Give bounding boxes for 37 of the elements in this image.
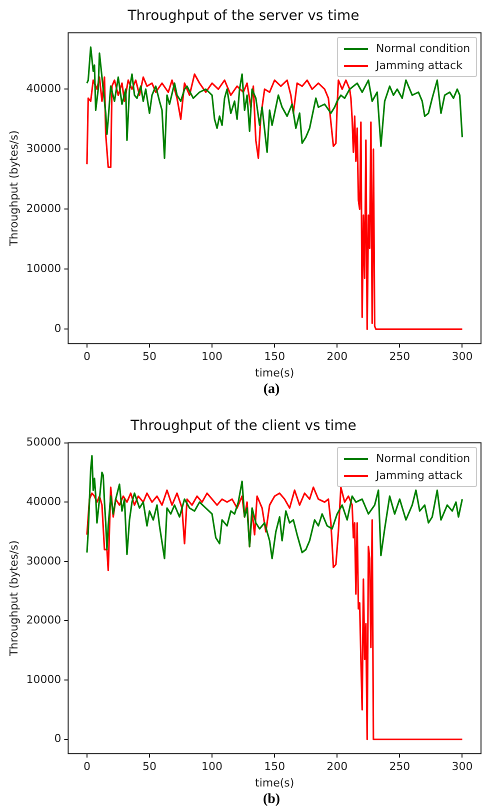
x-axis-title: time(s) [255,776,294,790]
x-tick-label: 300 [452,760,473,774]
x-tick-label: 100 [202,350,223,364]
y-tick-label: 20000 [26,202,62,216]
y-tick-label: 20000 [26,614,62,627]
legend-label: Normal condition [376,42,470,55]
y-tick-label: 50000 [26,436,62,449]
legend-label: Jamming attack [376,58,462,72]
legend-label: Jamming attack [376,468,462,482]
y-axis-title: Throughput (bytes/s) [7,540,20,658]
x-tick-label: 0 [83,350,90,364]
y-tick-label: 0 [54,322,62,336]
text: (b) [262,791,282,809]
x-tick-label: 50 [142,760,157,774]
y-tick-label: 40000 [26,82,62,96]
x-tick-label: 150 [264,760,286,774]
x-tick-label: 0 [83,760,90,774]
y-tick-label: 0 [54,732,62,746]
y-tick-label: 10000 [26,672,62,686]
x-tick-label: 150 [264,350,286,364]
y-tick-label: 30000 [26,142,62,156]
y-axis-title: Throughput (bytes/s) [7,130,20,248]
x-tick-label: 250 [389,350,410,364]
x-tick-label: 100 [202,760,223,774]
x-axis-title: time(s) [255,366,294,380]
chart-title: Throughput of the client vs time [130,418,356,434]
chart-title: Throughput of the server vs time [126,8,360,24]
x-tick-label: 300 [452,350,473,364]
x-tick-label: 250 [389,760,410,774]
y-tick-label: 30000 [26,554,62,568]
x-tick-label: 200 [326,760,348,774]
y-tick-label: 10000 [26,262,62,276]
x-tick-label: 50 [142,350,157,364]
y-tick-label: 40000 [26,494,62,508]
text: (a) [262,381,281,399]
legend-label: Normal condition [376,452,470,465]
x-tick-label: 200 [326,350,348,364]
